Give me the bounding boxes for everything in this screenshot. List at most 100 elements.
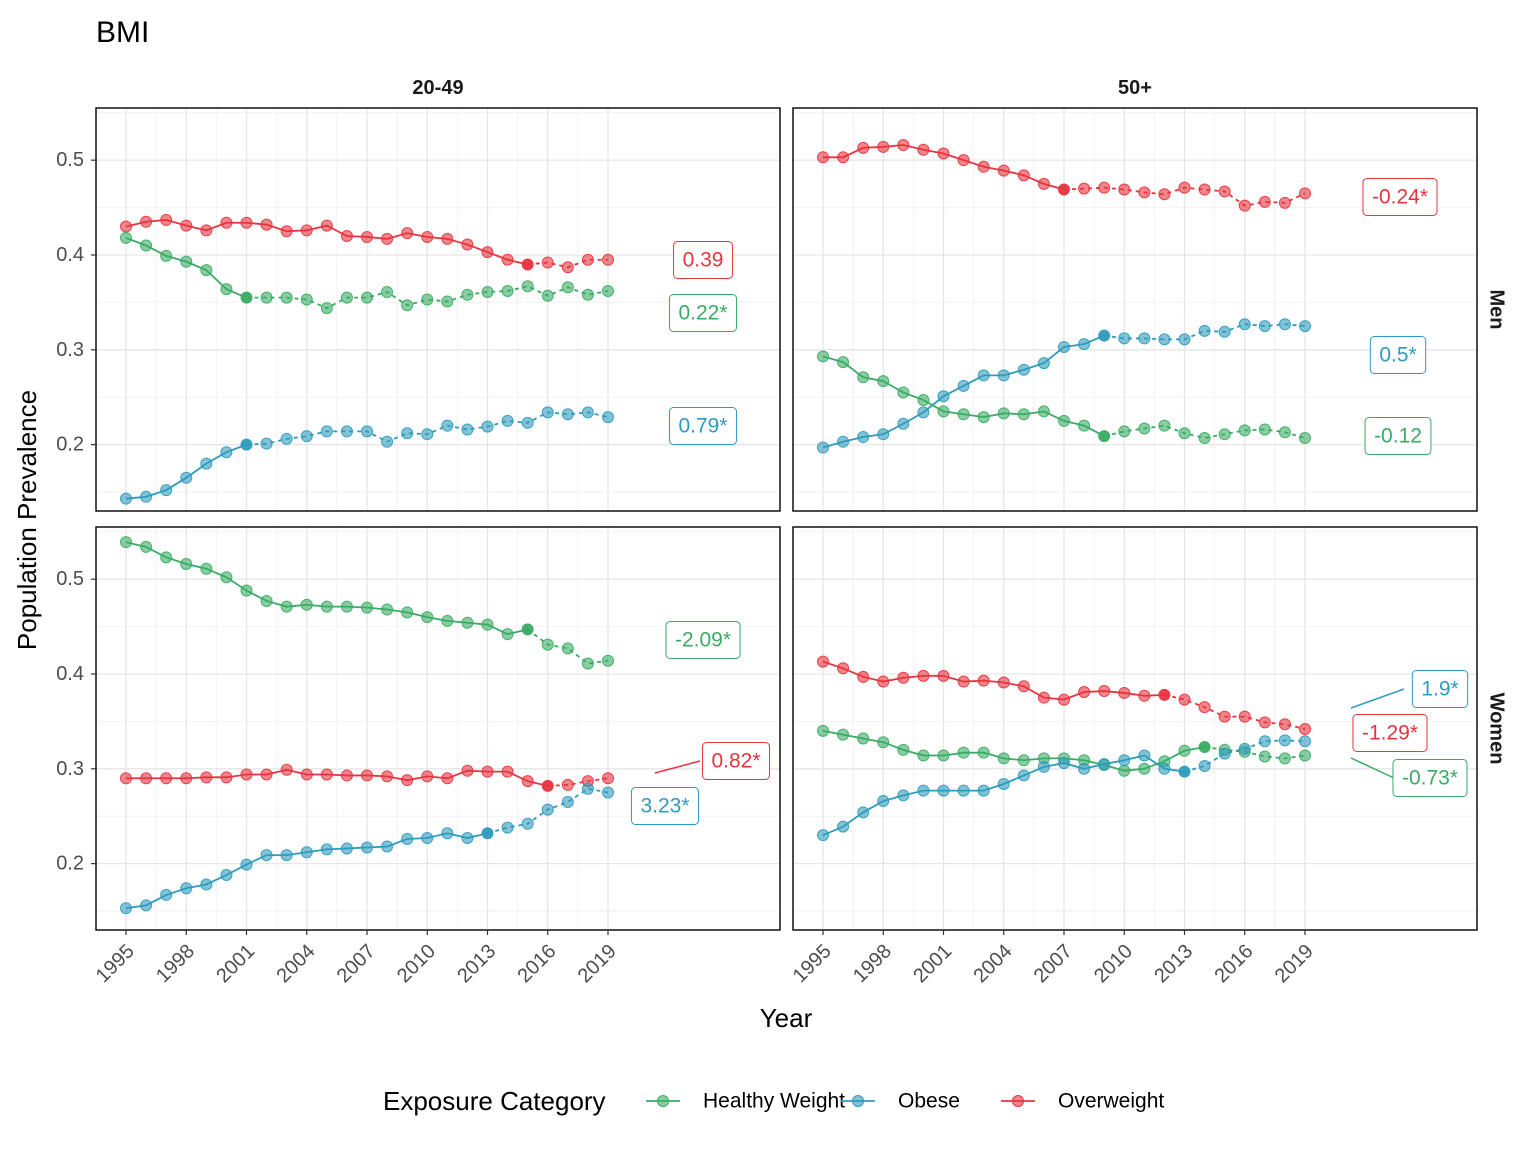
data-point-2005 — [320, 425, 333, 438]
legend-entry-overweight: Overweight — [1001, 1090, 1164, 1113]
data-point-1997 — [857, 670, 870, 683]
data-point-2015 — [521, 817, 534, 830]
data-point-2012 — [1158, 762, 1171, 775]
data-point-2010 — [1118, 754, 1131, 767]
data-point-2002 — [957, 379, 970, 392]
data-point-1999 — [200, 224, 213, 237]
data-point-1995 — [817, 350, 829, 363]
trend-label: -0.73* — [1350, 757, 1468, 797]
data-point-2002 — [957, 154, 970, 167]
data-point-2012 — [461, 238, 474, 251]
trend-label: 3.23* — [630, 787, 700, 825]
x-tick-label: 2016 — [514, 940, 561, 987]
series-healthy-weight: 0.22* — [120, 231, 738, 332]
data-point-2008 — [381, 435, 394, 448]
data-point-2018 — [581, 782, 594, 795]
data-point-2005 — [1017, 169, 1030, 182]
y-tick-label: 0.5 — [56, 568, 84, 590]
data-point-2019 — [602, 253, 614, 266]
data-point-1999 — [200, 264, 213, 277]
data-point-1995 — [817, 151, 829, 164]
data-point-2011 — [1138, 762, 1151, 775]
trend-label-box — [1411, 670, 1469, 708]
data-point-2002 — [957, 784, 970, 797]
data-point-2000 — [917, 669, 930, 682]
data-point-2019 — [602, 285, 614, 298]
data-point-2013 — [481, 765, 494, 778]
data-point-2013 — [1178, 693, 1191, 706]
data-point-2012 — [1158, 419, 1171, 432]
data-point-2018 — [1278, 196, 1291, 209]
trend-label-text: -0.73* — [1402, 767, 1458, 790]
data-point-2001 — [937, 390, 950, 403]
data-point-2005 — [320, 219, 333, 232]
data-point-2015 — [521, 280, 534, 293]
data-point-2016 — [1238, 424, 1251, 437]
x-tick-label: 2004 — [970, 940, 1017, 987]
y-tick-label: 0.4 — [56, 244, 84, 266]
data-point-1997 — [857, 371, 870, 384]
data-point-2006 — [340, 425, 353, 438]
data-point-2001 — [240, 291, 253, 304]
data-point-2019 — [1299, 187, 1311, 200]
data-point-1999 — [897, 386, 910, 399]
data-point-2008 — [381, 603, 394, 616]
data-point-2001 — [240, 438, 253, 451]
data-point-2007 — [1058, 340, 1070, 353]
data-point-1996 — [837, 662, 850, 675]
data-point-2007 — [1058, 757, 1070, 770]
data-point-2002 — [260, 594, 273, 607]
data-point-2006 — [1037, 357, 1050, 370]
data-point-2016 — [541, 638, 554, 651]
data-point-2003 — [280, 291, 293, 304]
data-point-2009 — [1098, 685, 1111, 698]
data-point-2009 — [401, 227, 414, 240]
data-point-1997 — [160, 772, 173, 785]
data-point-2011 — [441, 614, 454, 627]
data-point-2000 — [220, 283, 233, 296]
series-obese: 0.5* — [817, 318, 1427, 454]
data-point-2002 — [260, 849, 273, 862]
data-point-2002 — [957, 408, 970, 421]
data-point-2005 — [1017, 769, 1030, 782]
strip-men: Men — [1486, 290, 1508, 330]
data-point-2006 — [340, 291, 353, 304]
trend-label-box — [1364, 417, 1432, 455]
data-point-2010 — [1118, 183, 1131, 196]
data-point-2012 — [461, 288, 474, 301]
trend-line-dashed — [527, 628, 609, 665]
data-point-2013 — [481, 420, 494, 433]
series-overweight: -1.29* — [817, 655, 1428, 752]
data-point-1995 — [120, 772, 132, 785]
data-point-2017 — [1258, 320, 1271, 333]
x-tick-label: 2019 — [574, 940, 621, 987]
data-point-2011 — [1138, 186, 1151, 199]
data-point-2005 — [320, 843, 333, 856]
data-point-2006 — [340, 600, 353, 613]
data-point-2001 — [240, 768, 253, 781]
data-point-2011 — [1138, 332, 1151, 345]
data-point-2014 — [1198, 701, 1211, 714]
data-point-2006 — [340, 230, 353, 243]
data-point-2017 — [561, 261, 574, 274]
data-point-2007 — [1058, 693, 1070, 706]
panel-50-women: -1.29* -0.73* 1.9* — [792, 526, 1478, 931]
data-point-2010 — [421, 832, 434, 845]
label-leader-line — [1350, 757, 1395, 779]
data-point-2003 — [977, 160, 990, 173]
data-point-2011 — [441, 295, 454, 308]
x-tick-label: 1995 — [789, 940, 836, 987]
data-point-1996 — [140, 899, 153, 912]
y-tick-label: 0.3 — [56, 758, 84, 780]
trend-line-solid — [822, 660, 1165, 701]
data-point-2014 — [1198, 183, 1211, 196]
data-point-1995 — [817, 829, 829, 842]
data-point-2003 — [977, 674, 990, 687]
y-axis: 0.2 0.3 0.4 0.5 0.2 0.3 0.4 0.5 — [56, 149, 96, 875]
gridlines — [96, 527, 780, 930]
data-point-2008 — [1078, 182, 1091, 195]
data-point-1998 — [877, 140, 890, 153]
data-point-2017 — [561, 642, 574, 655]
data-point-2011 — [1138, 689, 1151, 702]
